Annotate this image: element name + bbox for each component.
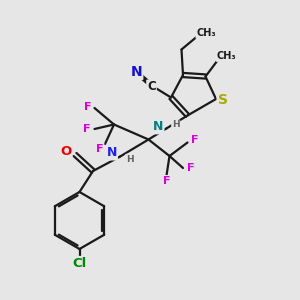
Text: F: F	[96, 143, 103, 154]
Text: F: F	[84, 101, 92, 112]
Text: N: N	[131, 65, 142, 79]
Text: CH₃: CH₃	[217, 51, 236, 61]
Text: F: F	[82, 124, 90, 134]
Text: O: O	[60, 145, 71, 158]
Text: F: F	[191, 135, 199, 145]
Text: H: H	[172, 120, 179, 129]
Text: F: F	[163, 176, 171, 186]
Text: F: F	[188, 163, 195, 173]
Text: N: N	[106, 146, 117, 160]
Text: S: S	[218, 94, 228, 107]
Text: H: H	[126, 154, 134, 164]
Text: Cl: Cl	[72, 257, 87, 270]
Text: N: N	[153, 120, 164, 134]
Text: C: C	[147, 80, 156, 94]
Text: CH₃: CH₃	[196, 28, 216, 38]
